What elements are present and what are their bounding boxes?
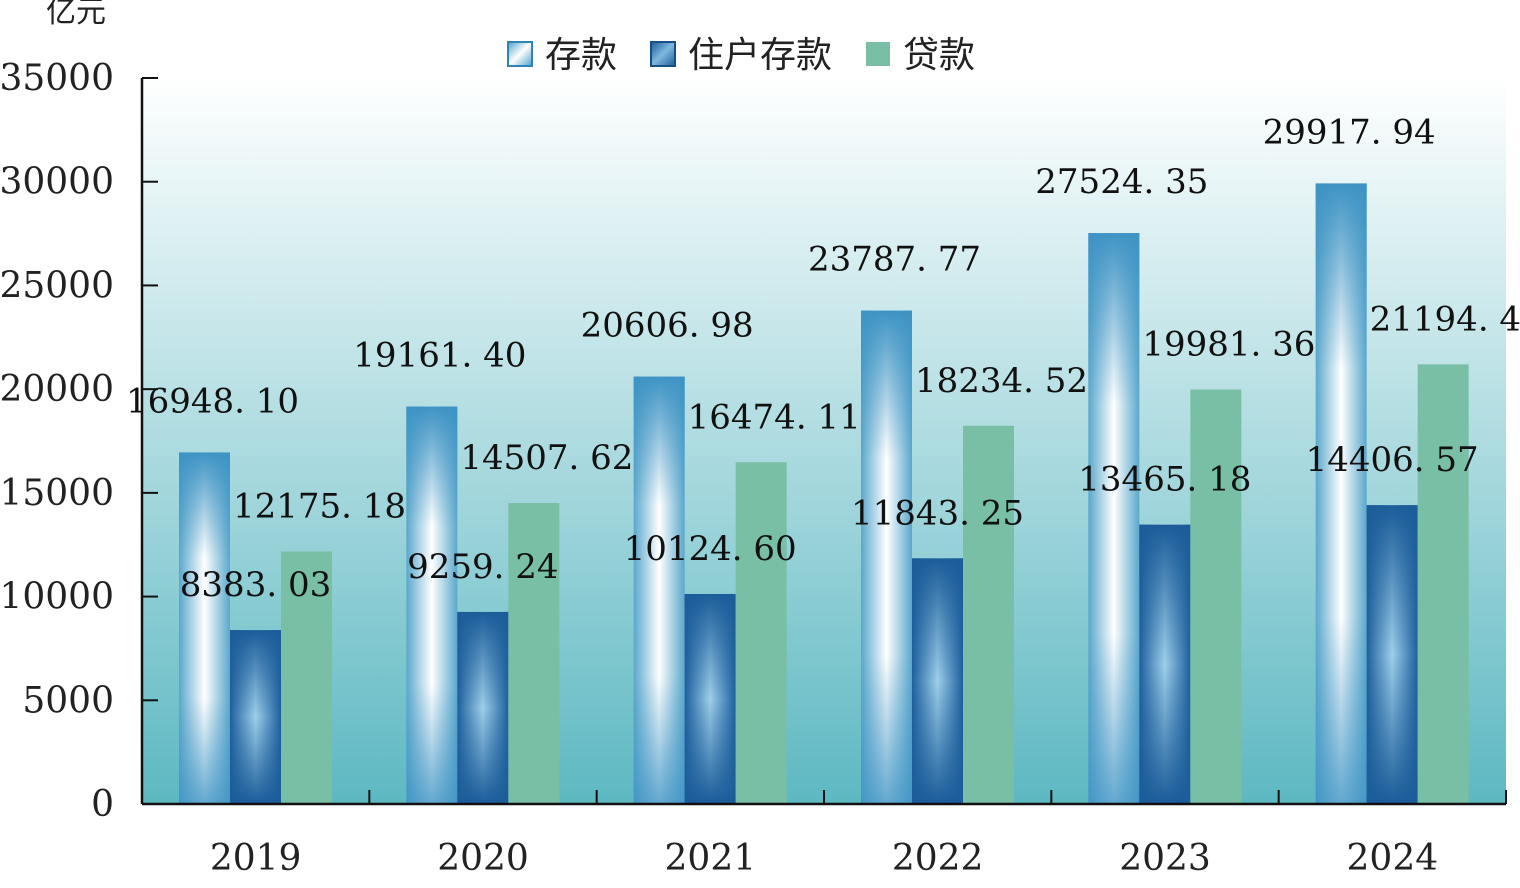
bar-shade-household-deposits-2021 xyxy=(684,593,736,804)
bar-shade-deposits-2022 xyxy=(861,310,912,804)
data-label-household-deposits-2019: 8383. 03 xyxy=(180,565,331,605)
data-label-loans-2019: 12175. 18 xyxy=(233,486,406,526)
data-label-loans-2021: 16474. 11 xyxy=(688,397,861,437)
data-label-loans-2020: 14507. 62 xyxy=(460,438,633,478)
y-tick-label-0: 0 xyxy=(91,784,114,825)
bar-shade-deposits-2023 xyxy=(1088,233,1140,804)
bar-shade-deposits-2020 xyxy=(406,406,458,804)
legend-swatch-household-deposits xyxy=(650,41,676,67)
x-tick-label-2022: 2022 xyxy=(892,838,984,879)
legend-label-loans: 贷款 xyxy=(903,35,975,76)
bar-loans-2020 xyxy=(508,503,560,804)
x-tick-label-2021: 2021 xyxy=(665,838,757,879)
bar-loans-2024 xyxy=(1417,364,1469,804)
legend: 存款 住户存款 贷款 xyxy=(507,35,975,76)
legend-swatch-loans xyxy=(866,42,890,66)
bar-shade-deposits-2019 xyxy=(179,452,230,804)
y-unit-label: 亿元 xyxy=(46,0,106,30)
bar-shade-household-deposits-2023 xyxy=(1139,524,1191,804)
bar-loans-2023 xyxy=(1190,389,1242,804)
data-label-household-deposits-2022: 11843. 25 xyxy=(851,493,1024,533)
bar-shade-deposits-2021 xyxy=(633,376,685,804)
bar-shade-household-deposits-2019 xyxy=(230,630,281,804)
x-tick-label-2019: 2019 xyxy=(210,838,302,879)
y-tick-label-35000: 35000 xyxy=(0,58,114,99)
x-tick-label-2020: 2020 xyxy=(437,838,529,879)
legend-label-household-deposits: 住户存款 xyxy=(688,35,832,76)
data-label-deposits-2024: 29917. 94 xyxy=(1263,112,1436,152)
data-label-household-deposits-2023: 13465. 18 xyxy=(1078,460,1251,500)
y-tick-label-30000: 30000 xyxy=(0,162,114,203)
bar-loans-2021 xyxy=(735,462,787,804)
y-tick-label-20000: 20000 xyxy=(0,369,114,410)
y-tick-label-25000: 25000 xyxy=(0,265,114,306)
axes-layer: 2019 2020 2021 2022 2023 2024 0 5000 10000 15000 2… xyxy=(0,58,1507,879)
x-tick-label-2023: 2023 xyxy=(1119,838,1211,879)
data-label-deposits-2021: 20606. 98 xyxy=(581,306,754,346)
bar-loans-2019 xyxy=(281,551,332,804)
data-label-loans-2023: 19981. 36 xyxy=(1142,325,1315,365)
bars-layer xyxy=(179,183,1469,804)
plot-background xyxy=(142,78,1506,804)
data-label-household-deposits-2020: 9259. 24 xyxy=(407,547,558,587)
bar-shade-household-deposits-2020 xyxy=(457,611,509,804)
y-tick-label-15000: 15000 xyxy=(0,473,114,514)
data-labels-layer: 16948. 10 8383. 03 12175. 18 19161. 40 9259.… xyxy=(126,112,1520,605)
legend-item-deposits: 存款 xyxy=(507,35,617,76)
y-tick-label-10000: 10000 xyxy=(0,577,114,618)
y-tick-label-5000: 5000 xyxy=(22,680,114,721)
legend-label-deposits: 存款 xyxy=(545,35,617,76)
bar-shade-household-deposits-2022 xyxy=(912,558,963,804)
data-label-deposits-2019: 16948. 10 xyxy=(126,381,299,421)
data-label-deposits-2020: 19161. 40 xyxy=(353,336,526,376)
data-label-household-deposits-2024: 14406. 57 xyxy=(1306,440,1479,480)
legend-item-household-deposits: 住户存款 xyxy=(650,35,832,76)
data-label-loans-2022: 18234. 52 xyxy=(915,361,1088,401)
bar-shade-deposits-2024 xyxy=(1315,183,1367,804)
data-label-deposits-2022: 23787. 77 xyxy=(808,240,981,280)
legend-item-loans: 贷款 xyxy=(866,35,975,76)
legend-swatch-deposits xyxy=(507,41,533,67)
data-label-loans-2024: 21194. 43 xyxy=(1370,299,1520,339)
x-tick-label-2024: 2024 xyxy=(1347,838,1439,879)
bar-shade-household-deposits-2024 xyxy=(1366,505,1418,804)
data-label-deposits-2023: 27524. 35 xyxy=(1035,162,1208,202)
bar-loans-2022 xyxy=(963,425,1014,804)
data-label-household-deposits-2021: 10124. 60 xyxy=(624,529,797,569)
